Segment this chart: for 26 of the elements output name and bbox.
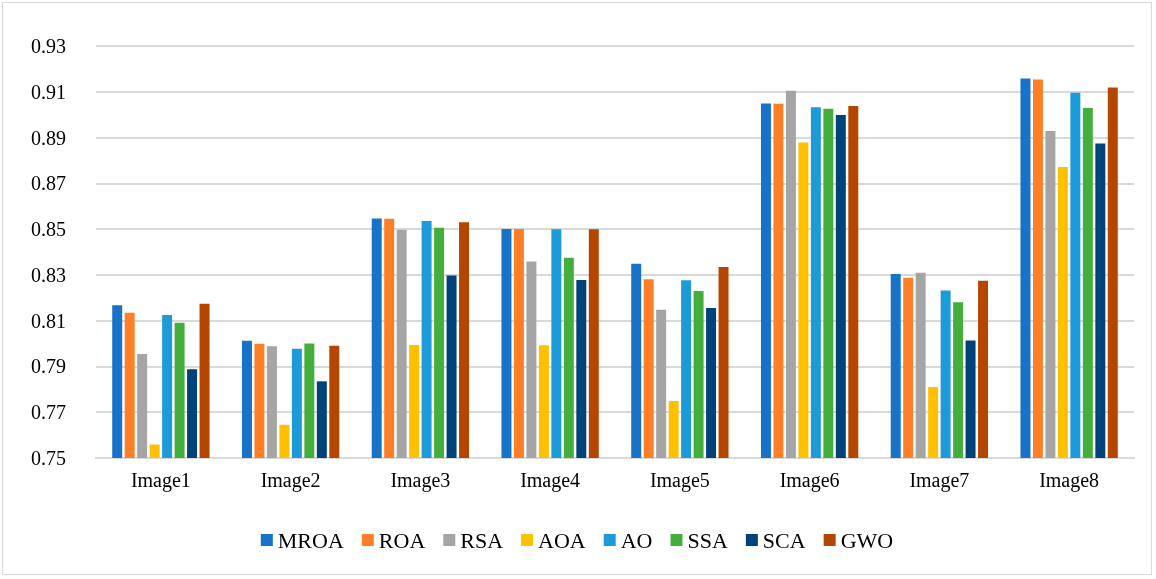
y-tick-label: 0.89 (31, 126, 66, 149)
x-tick-label: Image6 (779, 469, 840, 492)
y-tick-label: 0.81 (31, 309, 66, 332)
x-tick-label: Image1 (130, 469, 191, 492)
y-tick-label: 0.77 (31, 401, 66, 424)
x-tick-label: Image2 (260, 469, 321, 492)
x-tick-label: Image3 (390, 469, 451, 492)
legend-label: AO (620, 527, 653, 553)
y-tick-label: 0.85 (31, 218, 66, 241)
legend-label: GWO (840, 527, 894, 553)
legend-label: MROA (277, 527, 344, 553)
legend-label: SSA (687, 527, 728, 553)
x-tick-label: Image8 (1039, 469, 1100, 492)
y-tick-label: 0.79 (31, 355, 66, 378)
x-tick-label: Image5 (649, 469, 710, 492)
legend-label: ROA (378, 527, 426, 553)
legend-label: SCA (762, 527, 806, 553)
y-tick-label: 0.93 (31, 35, 66, 57)
x-tick-label: Image7 (909, 469, 970, 492)
x-tick-label: Image4 (520, 469, 581, 492)
y-tick-label: 0.91 (31, 80, 66, 103)
y-tick-label: 0.75 (31, 447, 66, 469)
legend-label: RSA (460, 527, 504, 553)
y-tick-label: 0.87 (31, 172, 66, 195)
legend-label: AOA (538, 527, 586, 553)
y-tick-label: 0.83 (31, 263, 66, 286)
